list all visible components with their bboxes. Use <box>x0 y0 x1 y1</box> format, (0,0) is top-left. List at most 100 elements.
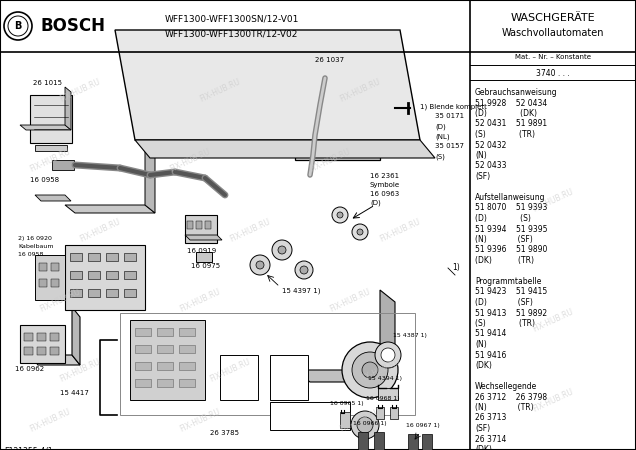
Bar <box>39 263 47 271</box>
Bar <box>35 255 65 300</box>
Bar <box>65 245 145 310</box>
Bar <box>88 289 100 297</box>
Text: BOSCH: BOSCH <box>40 17 105 35</box>
Polygon shape <box>72 307 80 365</box>
Bar <box>157 362 173 370</box>
Text: (DK): (DK) <box>475 445 492 450</box>
Text: (D): (D) <box>370 200 381 207</box>
Text: 3740 . . .: 3740 . . . <box>536 68 570 77</box>
Text: Gebrauchsanweisung: Gebrauchsanweisung <box>475 88 558 97</box>
Bar <box>408 434 418 450</box>
Bar <box>51 279 59 287</box>
Bar <box>347 105 354 135</box>
Text: FIX-HUB.RU: FIX-HUB.RU <box>338 76 382 104</box>
Text: (DK): (DK) <box>475 361 492 370</box>
Text: FIX-HUB.RU: FIX-HUB.RU <box>59 357 102 383</box>
Text: (N): (N) <box>475 340 487 349</box>
Text: 35 0171: 35 0171 <box>435 113 464 119</box>
Bar <box>130 320 205 400</box>
Text: (SF): (SF) <box>475 424 490 433</box>
Bar <box>340 412 350 428</box>
Text: 26 3714: 26 3714 <box>475 435 506 444</box>
Text: (D): (D) <box>435 123 446 130</box>
Text: Aufstellanweisung: Aufstellanweisung <box>475 193 546 202</box>
Text: 51 8070    51 9393: 51 8070 51 9393 <box>475 203 548 212</box>
Text: 51 9396    51 9890: 51 9396 51 9890 <box>475 246 548 255</box>
Bar <box>374 432 384 450</box>
Bar <box>124 271 136 279</box>
Text: 16 0958: 16 0958 <box>18 252 43 257</box>
Bar <box>179 379 195 387</box>
Bar <box>124 253 136 261</box>
Polygon shape <box>65 87 71 130</box>
Circle shape <box>342 342 398 398</box>
Bar <box>157 328 173 336</box>
Text: FIX-HUB.RU: FIX-HUB.RU <box>531 306 575 333</box>
Polygon shape <box>135 140 435 158</box>
Text: FIX-HUB.RU: FIX-HUB.RU <box>531 187 575 213</box>
Text: E121355-4/1: E121355-4/1 <box>4 446 53 450</box>
Text: WFF1300-WFF1300SN/12-V01: WFF1300-WFF1300SN/12-V01 <box>165 14 300 23</box>
Text: FIX-HUB.RU: FIX-HUB.RU <box>168 147 212 173</box>
Circle shape <box>295 261 313 279</box>
Text: 35 0157: 35 0157 <box>435 143 464 149</box>
Circle shape <box>362 362 378 378</box>
Bar <box>70 289 82 297</box>
Bar <box>124 289 136 297</box>
Bar <box>51 263 59 271</box>
Circle shape <box>278 246 286 254</box>
Text: 15 4387 1): 15 4387 1) <box>393 333 427 338</box>
Text: (S)              (TR): (S) (TR) <box>475 130 535 139</box>
Text: 16 0963: 16 0963 <box>370 191 399 197</box>
Text: 51 9414: 51 9414 <box>475 329 506 338</box>
Bar <box>422 434 432 450</box>
Circle shape <box>352 352 388 388</box>
Bar <box>70 253 82 261</box>
Text: Mat. – Nr. – Konstante: Mat. – Nr. – Konstante <box>515 54 591 60</box>
Bar <box>135 379 151 387</box>
Text: (D)             (SF): (D) (SF) <box>475 298 533 307</box>
Text: 16 0962: 16 0962 <box>15 366 44 372</box>
Polygon shape <box>185 235 222 240</box>
Text: 26 3713: 26 3713 <box>475 414 506 423</box>
Text: 52 0433: 52 0433 <box>475 162 506 171</box>
Text: B: B <box>15 21 22 31</box>
Text: (N)             (TR): (N) (TR) <box>475 403 534 412</box>
Text: 26 1015: 26 1015 <box>33 80 62 86</box>
Bar <box>196 252 212 262</box>
Text: 26 1037: 26 1037 <box>315 57 344 63</box>
Bar <box>135 362 151 370</box>
Text: FIX-HUB.RU: FIX-HUB.RU <box>531 387 575 414</box>
Bar <box>310 66 360 78</box>
Bar <box>70 271 82 279</box>
Text: Wechsellegende: Wechsellegende <box>475 382 537 391</box>
Bar <box>302 105 309 135</box>
Circle shape <box>256 261 264 269</box>
Bar <box>360 90 371 130</box>
Bar <box>196 221 202 229</box>
Text: Programmtabelle: Programmtabelle <box>475 277 541 286</box>
Bar <box>317 105 324 135</box>
Bar <box>390 407 398 419</box>
Bar <box>24 333 33 341</box>
Bar <box>39 279 47 287</box>
Bar <box>378 388 398 400</box>
Bar <box>157 345 173 353</box>
Text: (S): (S) <box>435 153 445 159</box>
Text: Kabelbaum: Kabelbaum <box>18 244 53 249</box>
Text: FIX-HUB.RU: FIX-HUB.RU <box>38 287 82 313</box>
Polygon shape <box>35 195 71 201</box>
Text: Waschvollautomaten: Waschvollautomaten <box>502 28 604 38</box>
Text: FIX-HUB.RU: FIX-HUB.RU <box>328 287 372 313</box>
Text: 16 2361: 16 2361 <box>370 173 399 179</box>
Text: Symbole: Symbole <box>370 182 400 188</box>
Text: FIX-HUB.RU: FIX-HUB.RU <box>338 407 382 433</box>
Text: FIX-HUB.RU: FIX-HUB.RU <box>28 407 72 433</box>
Bar <box>135 328 151 336</box>
Text: FIX-HUB.RU: FIX-HUB.RU <box>178 407 222 433</box>
Bar <box>185 215 217 243</box>
Bar <box>88 253 100 261</box>
Bar <box>35 145 67 151</box>
Text: 16 0966 1): 16 0966 1) <box>353 421 387 426</box>
Circle shape <box>250 255 270 275</box>
